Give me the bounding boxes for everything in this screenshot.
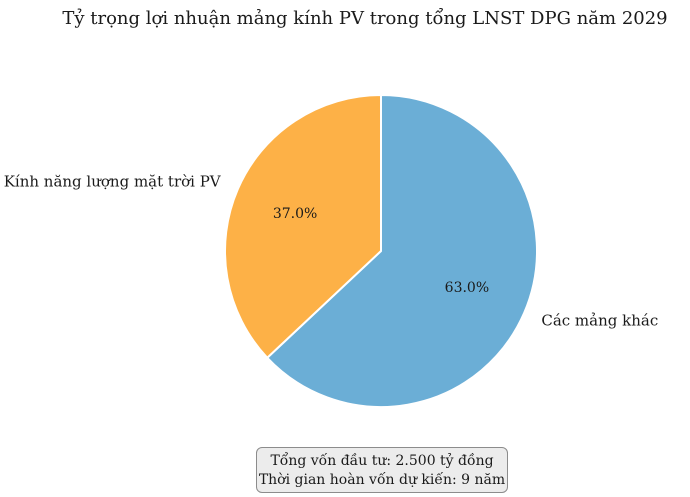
pie-slice-1 xyxy=(224,94,382,359)
pie-slice-0 xyxy=(266,94,538,408)
pie-pct-label-0: 63.0% xyxy=(445,280,489,296)
pie-category-label-0: Các mảng khác xyxy=(541,311,658,329)
pie-pct-label-1: 37.0% xyxy=(273,206,317,222)
note-payback: Thời gian hoàn vốn dự kiến: 9 năm xyxy=(258,472,506,488)
chart-title: Tỷ trọng lợi nhuận mảng kính PV trong tổ… xyxy=(62,8,668,29)
info-note-box: Tổng vốn đầu tư: 2.500 tỷ đồng Thời gian… xyxy=(256,447,508,493)
pie-category-label-1: Kính năng lượng mặt trời PV xyxy=(4,173,222,191)
note-investment: Tổng vốn đầu tư: 2.500 tỷ đồng xyxy=(270,453,494,469)
pie-slices xyxy=(224,94,538,408)
pie-labels: 63.0% Các mảng khác 37.0% Kính năng lượng m… xyxy=(4,173,659,330)
